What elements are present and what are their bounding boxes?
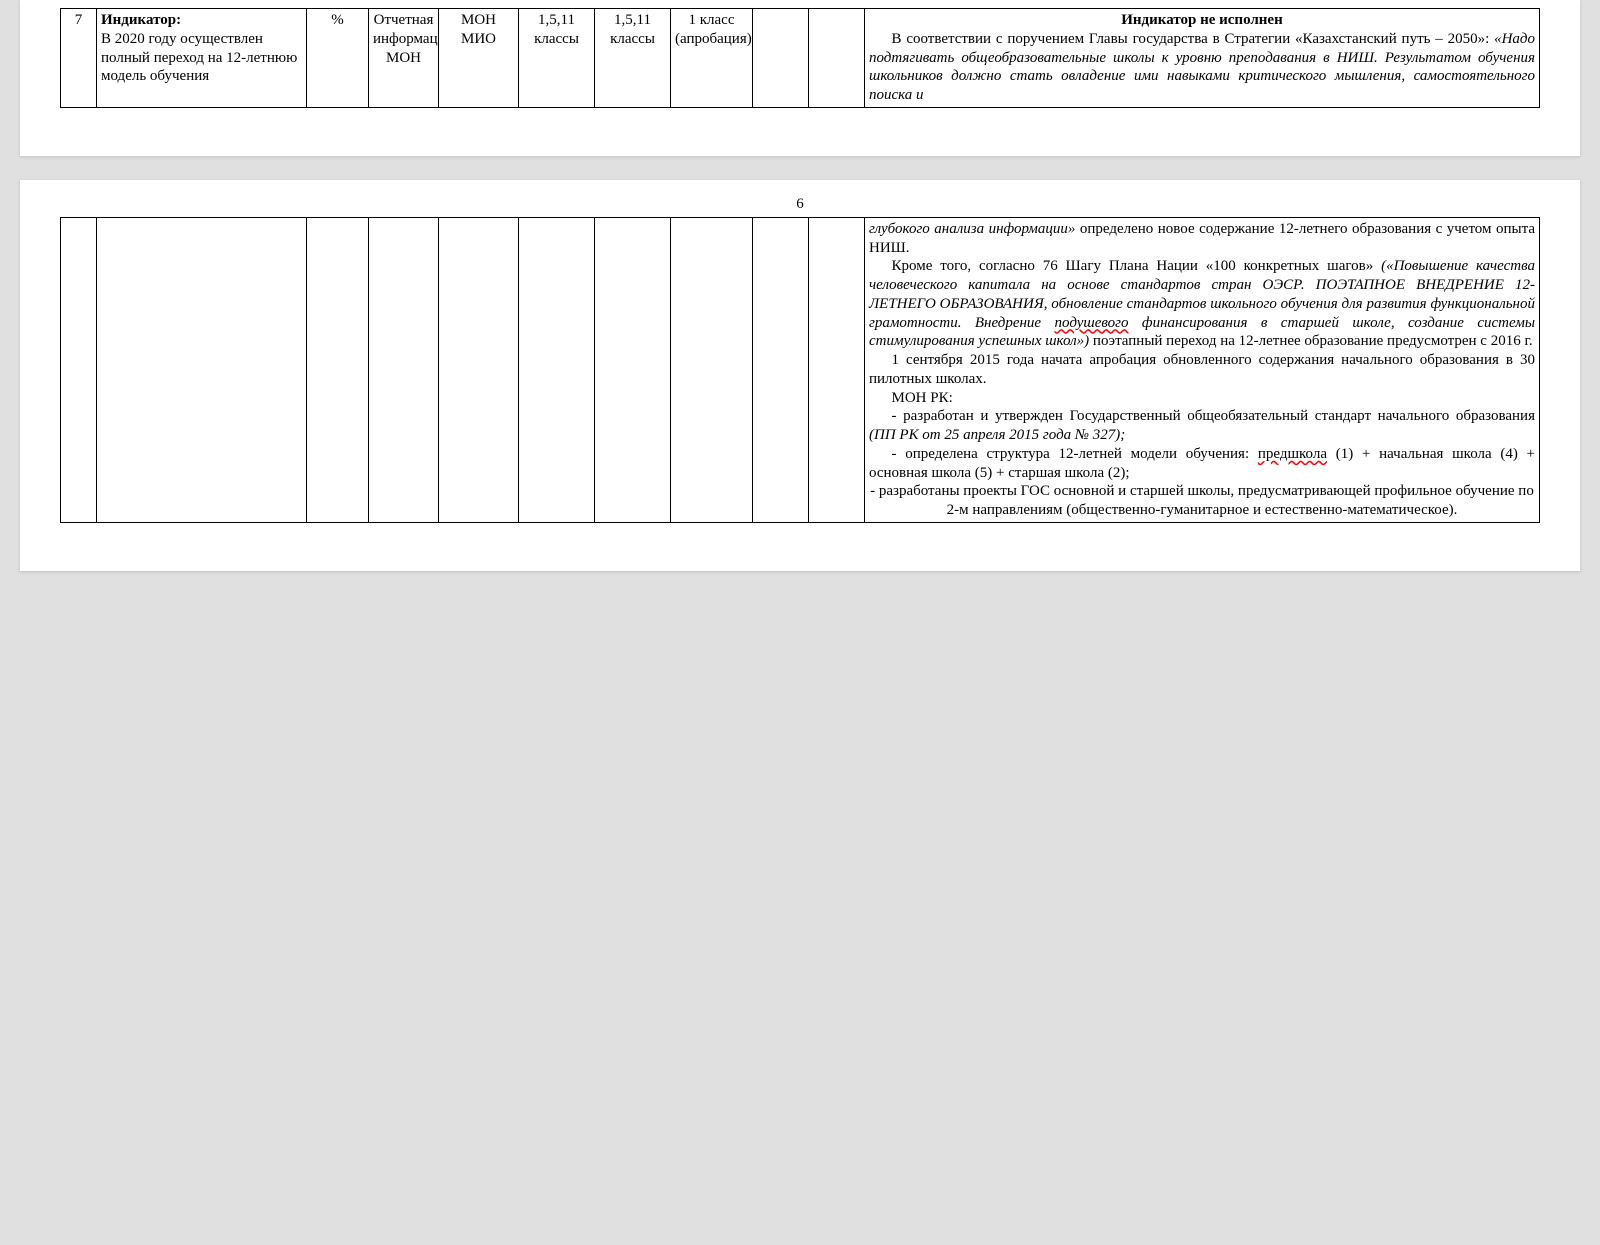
para3: 1 сентября 2015 года начата апробация об… [869, 351, 1535, 389]
cell-num [61, 217, 97, 522]
indicator-text: В 2020 году осуществлен полный переход н… [101, 31, 297, 85]
page-1: 7 Индикатор: В 2020 году осуществлен пол… [20, 0, 1580, 156]
cell-num: 7 [61, 9, 97, 108]
table-row: 7 Индикатор: В 2020 году осуществлен пол… [61, 9, 1540, 108]
para2-tail: поэтапный переход на 12-летнее образован… [1089, 333, 1533, 349]
note-para1-a: В соответствии с поручением Главы госуда… [892, 31, 1495, 47]
bul2-err: предшкола [1258, 446, 1327, 462]
indicator-label: Индикатор: [101, 12, 181, 28]
bul1-ital: (ПП РК от 25 апреля 2015 года № 327); [869, 427, 1125, 443]
resp-l1: МОН [461, 12, 496, 28]
resp-l2: МИО [461, 31, 496, 47]
para2-ital-err: подушевого [1055, 315, 1129, 331]
para4: МОН РК: [869, 389, 1535, 408]
cell-note: глубокого анализа информации» определено… [865, 217, 1540, 522]
cell-source [369, 217, 439, 522]
p2-l2: классы [610, 31, 655, 47]
source-l1: Отчетная [374, 12, 434, 28]
para2-a: Кроме того, согласно 76 Шагу Плана Нации… [892, 258, 1382, 274]
table-row: глубокого анализа информации» определено… [61, 217, 1540, 522]
cell-p3 [671, 217, 753, 522]
cell-note: Индикатор не исполнен В соответствии с п… [865, 9, 1540, 108]
cell-indicator [97, 217, 307, 522]
cell-resp [439, 217, 519, 522]
page-number: 6 [60, 196, 1540, 213]
bul3: - разработаны проекты ГОС основной и ста… [869, 482, 1535, 520]
cell-p1: 1,5,11 классы [519, 9, 595, 108]
cell-p5 [809, 9, 865, 108]
indicator-table-page2: глубокого анализа информации» определено… [60, 217, 1540, 523]
cell-pct: % [307, 9, 369, 108]
cell-p1 [519, 217, 595, 522]
p1-l2: классы [534, 31, 579, 47]
cell-p5 [809, 217, 865, 522]
cell-p4 [753, 217, 809, 522]
cell-source: Отчетная информация МОН [369, 9, 439, 108]
bul1-a: - разработан и утвержден Государственный… [892, 408, 1536, 424]
p1-l1: 1,5,11 [538, 12, 575, 28]
note-ital-cont: глубокого анализа информации» [869, 221, 1075, 237]
p3-l1: 1 класс [689, 12, 735, 28]
source-l2: информация [373, 31, 439, 47]
cell-pct [307, 217, 369, 522]
note-status-bold: Индикатор не исполнен [869, 11, 1535, 30]
cell-p2: 1,5,11 классы [595, 9, 671, 108]
cell-resp: МОН МИО [439, 9, 519, 108]
page-2: 6 глубокого анализа информации» определе… [20, 180, 1580, 571]
bul2-a: - определена структура 12-летней модели … [892, 446, 1258, 462]
cell-indicator: Индикатор: В 2020 году осуществлен полны… [97, 9, 307, 108]
indicator-table-page1: 7 Индикатор: В 2020 году осуществлен пол… [60, 8, 1540, 108]
cell-p4 [753, 9, 809, 108]
cell-p3: 1 класс (апробация) [671, 9, 753, 108]
p2-l1: 1,5,11 [614, 12, 651, 28]
cell-p2 [595, 217, 671, 522]
source-l3: МОН [386, 50, 421, 66]
p3-l2: (апробация) [675, 31, 752, 47]
